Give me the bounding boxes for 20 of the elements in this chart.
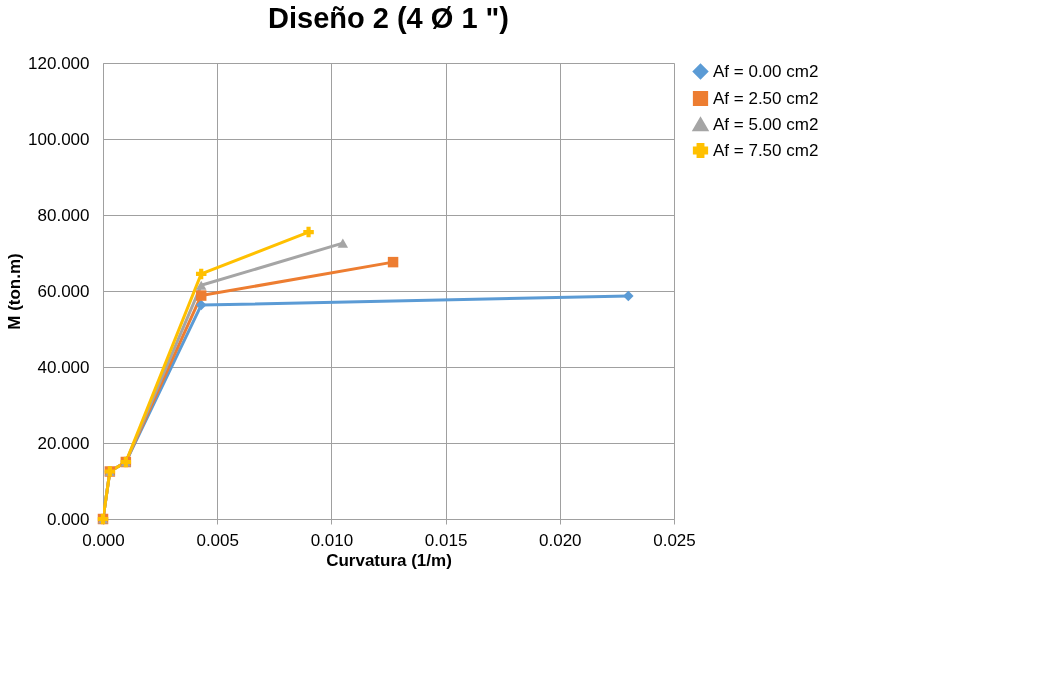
- chart-title: Diseño 2 (4 Ø 1 "): [268, 2, 509, 34]
- x-tick-label: 0.015: [424, 530, 468, 550]
- y-tick-label: 120.000: [28, 53, 90, 73]
- x-tick-label: 0.010: [310, 530, 354, 550]
- x-tick-label: 0.020: [539, 530, 582, 550]
- legend-label: Af = 7.50 cm2: [713, 140, 819, 160]
- y-tick-label: 80.000: [37, 205, 90, 225]
- x-axis-title: Curvatura (1/m): [326, 550, 452, 570]
- legend-label: Af = 5.00 cm2: [713, 114, 819, 134]
- y-tick-label: 0.000: [46, 509, 90, 529]
- x-tick-label: 0.005: [196, 530, 239, 550]
- legend-label: Af = 2.50 cm2: [713, 88, 819, 108]
- x-tick-label: 0.000: [82, 530, 125, 550]
- y-tick-label: 60.000: [37, 281, 90, 301]
- y-tick-label: 20.000: [37, 433, 90, 453]
- y-tick-label: 100.000: [28, 129, 90, 149]
- y-axis-title: M (ton.m): [5, 253, 25, 330]
- y-tick-label: 40.000: [37, 357, 90, 377]
- legend-label: Af = 0.00 cm2: [713, 61, 819, 81]
- x-tick-label: 0.025: [653, 530, 696, 550]
